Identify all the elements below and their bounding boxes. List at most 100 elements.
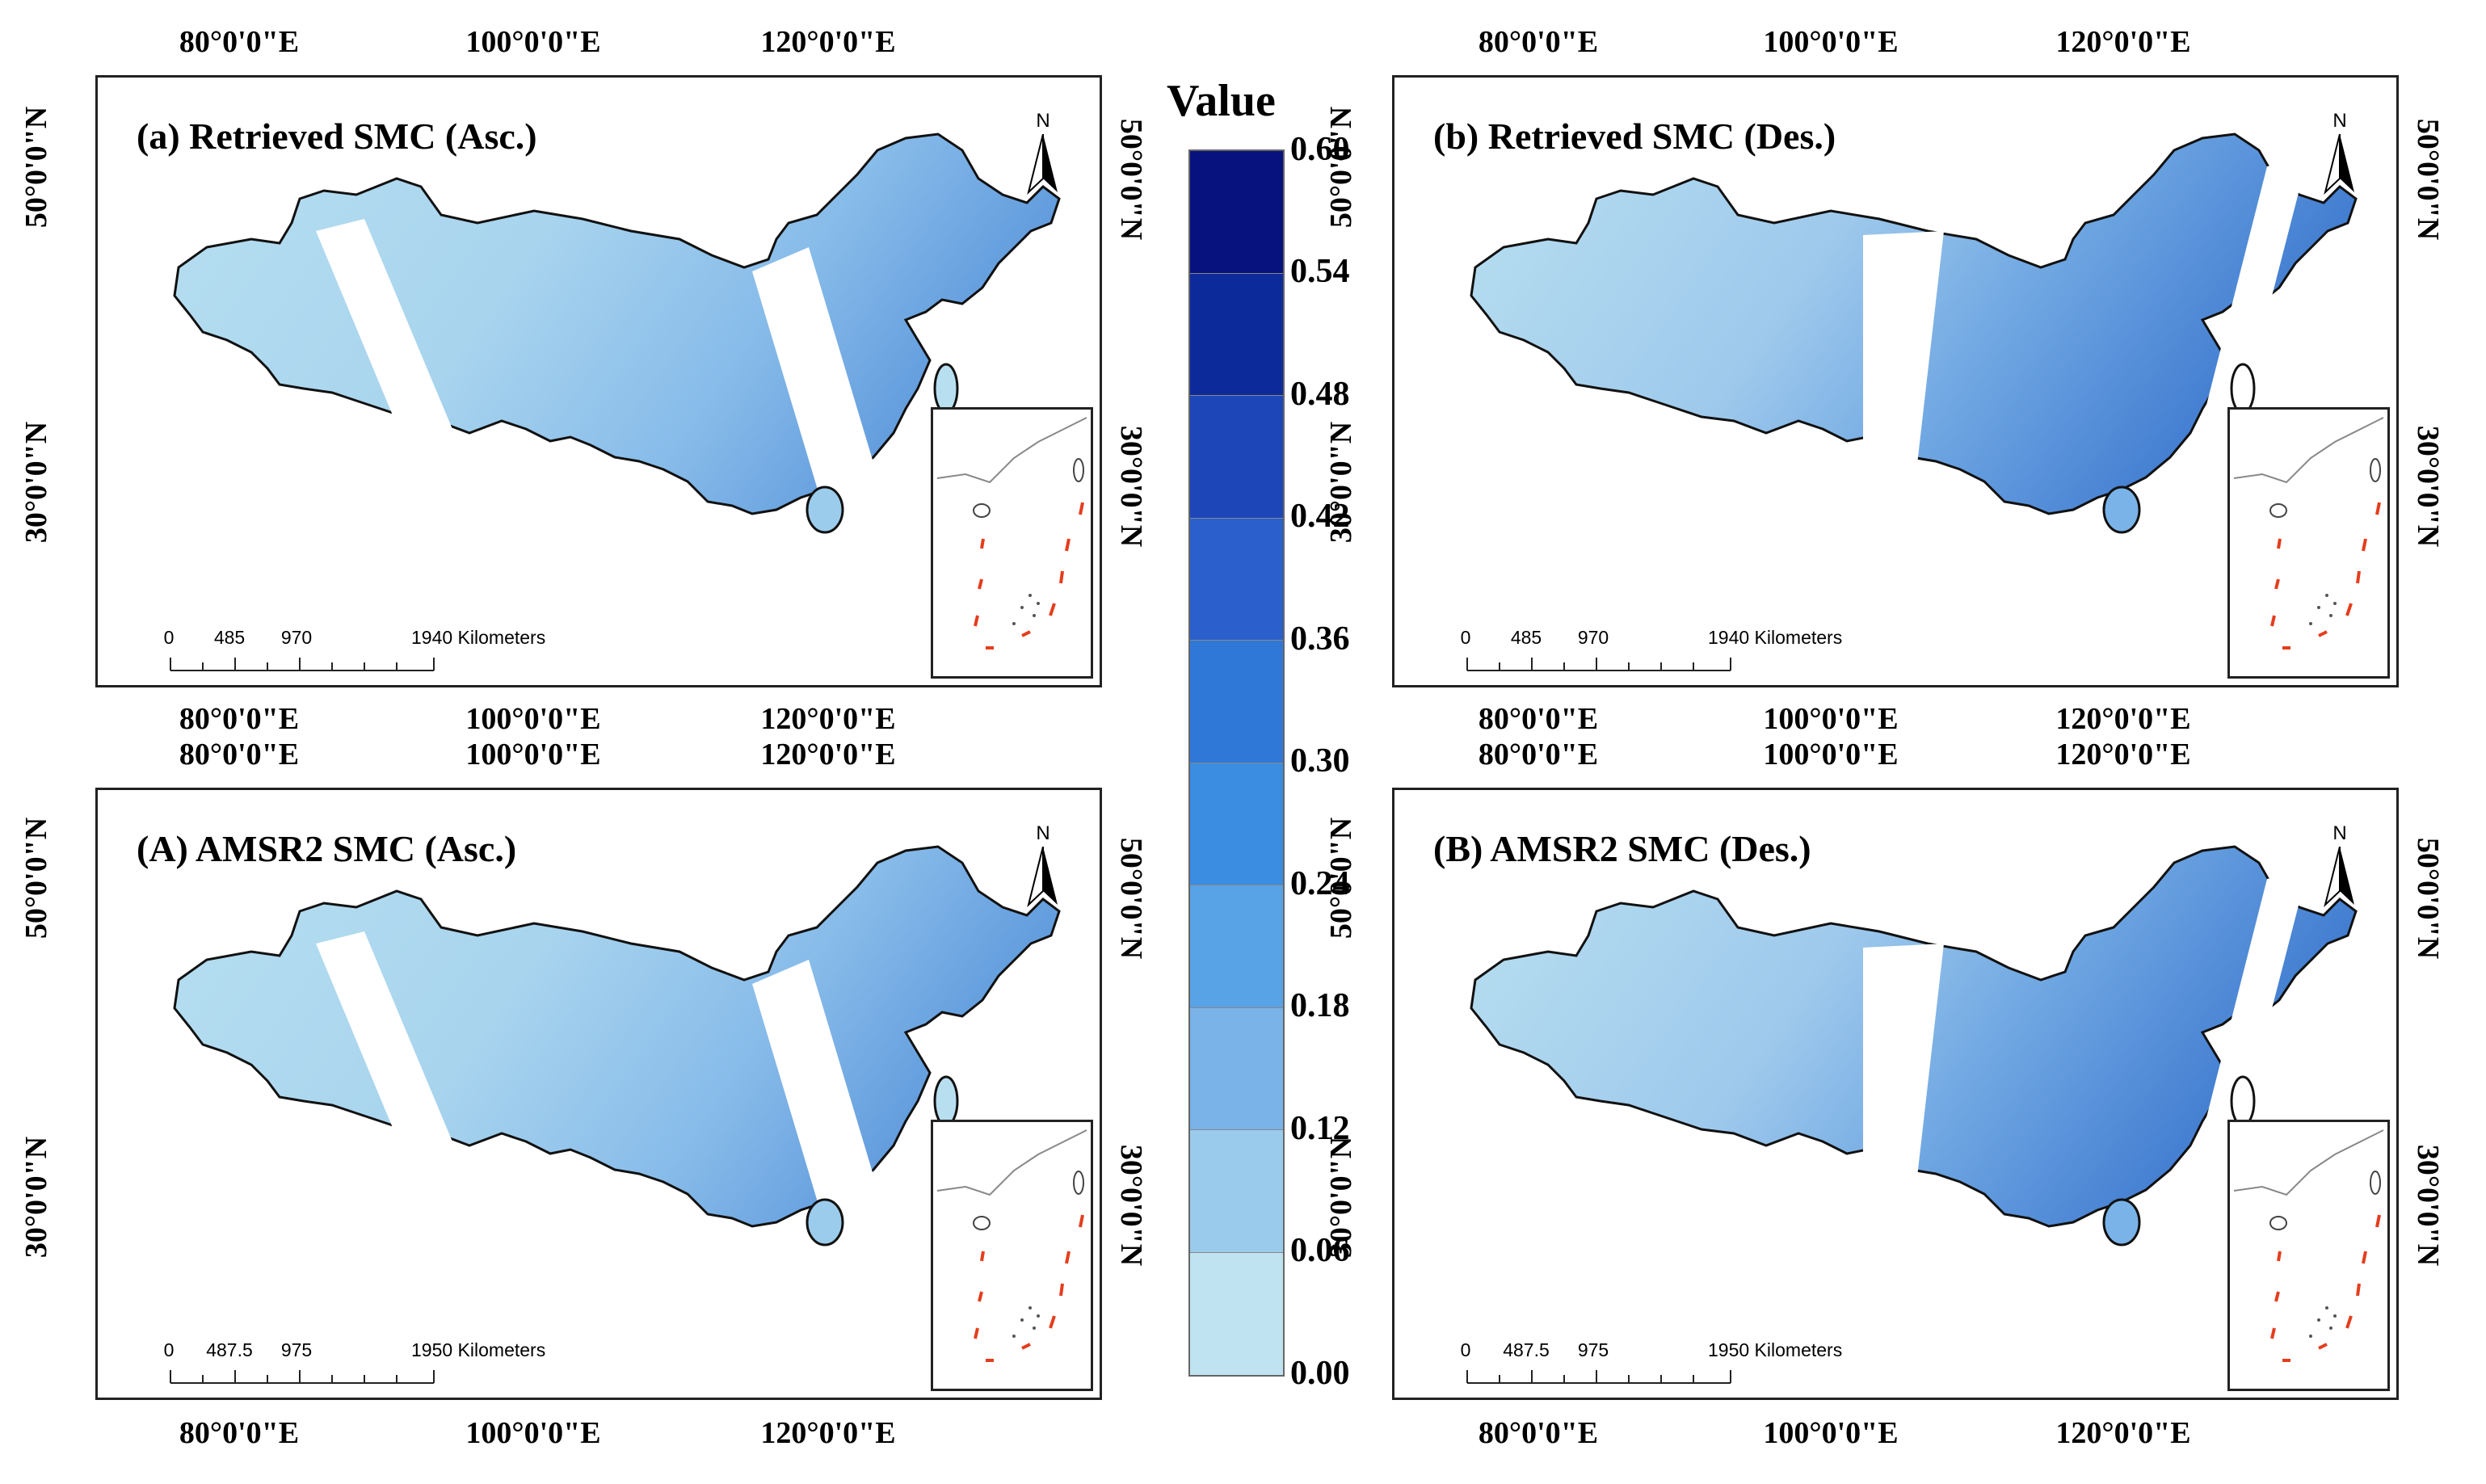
lon-label: 120°0'0"E: [760, 1416, 896, 1450]
north-arrow: N: [1019, 110, 1067, 199]
scale-ticks: [170, 658, 435, 671]
colorbar-segment: [1190, 518, 1283, 641]
lon-label: 80°0'0"E: [179, 1416, 300, 1450]
scale-label: 487.5: [1503, 1339, 1550, 1360]
south-china-sea-inset: [931, 407, 1093, 679]
map-panel-B: (B) AMSR2 SMC (Des.) N 0 487.5 975 1950 …: [1392, 788, 2399, 1400]
scale-label: 970: [280, 627, 313, 648]
lat-label: 30°0'0"N: [1114, 425, 1149, 548]
map-panel-a: (a) Retrieved SMC (Asc.) N 0 485 970 194…: [95, 75, 1102, 687]
colorbar-label: 0.24: [1290, 865, 1350, 902]
lon-label: 120°0'0"E: [760, 702, 896, 736]
north-arrow-label: N: [1036, 110, 1050, 132]
north-arrow: N: [2316, 822, 2364, 911]
lat-label: 30°0'0"N: [1114, 1144, 1149, 1267]
south-china-sea-inset: [2227, 407, 2390, 679]
lon-label: 100°0'0"E: [465, 738, 601, 771]
lon-label: 120°0'0"E: [760, 25, 896, 59]
scale-label: 1950 Kilometers: [411, 1339, 546, 1360]
lon-label: 120°0'0"E: [2055, 702, 2191, 736]
hainan-island: [806, 1198, 844, 1246]
colorbar-segment: [1190, 763, 1283, 885]
colorbar-label: 0.12: [1290, 1110, 1350, 1147]
china-map: [173, 845, 1061, 1246]
china-map: [1470, 132, 2358, 534]
scale-bar: 0 487.5 975 1950 Kilometers: [1461, 1339, 1842, 1388]
lat-label: 30°0'0"N: [2411, 1144, 2446, 1267]
panel-title: (b) Retrieved SMC (Des.): [1433, 116, 1836, 157]
taiwan-island: [2230, 1075, 2256, 1127]
scale-label: 485: [213, 627, 246, 648]
north-arrow: N: [1019, 822, 1067, 911]
data-gap-swath: [1863, 944, 1944, 1230]
data-gap-swath: [752, 960, 881, 1226]
legend-title: Value: [1167, 76, 1276, 126]
colorbar-label: 0.54: [1290, 253, 1350, 290]
scale-label: 0: [1460, 1339, 1471, 1360]
scale-label: 485: [1510, 627, 1542, 648]
data-gap-swath: [1863, 231, 1944, 518]
scale-label: 0: [163, 1339, 175, 1360]
lon-label: 80°0'0"E: [1478, 702, 1599, 736]
lat-label: 50°0'0"N: [1114, 118, 1149, 241]
lat-label: 50°0'0"N: [1114, 837, 1149, 960]
data-gap-swath: [316, 219, 490, 522]
colorbar-segment: [1190, 396, 1283, 519]
panel-title: (B) AMSR2 SMC (Des.): [1433, 828, 1811, 869]
inset-map: [936, 417, 1087, 650]
lat-label: 50°0'0"N: [2411, 118, 2446, 241]
colorbar-label: 0.06: [1290, 1232, 1350, 1269]
lon-label: 100°0'0"E: [465, 25, 601, 59]
colorbar-segment: [1190, 1252, 1283, 1375]
lon-label: 80°0'0"E: [179, 25, 300, 59]
north-arrow-label: N: [2332, 110, 2347, 132]
scale-label: 1950 Kilometers: [1708, 1339, 1843, 1360]
inset-map: [2233, 1129, 2384, 1362]
colorbar-label: 0.60: [1290, 131, 1350, 168]
north-arrow-icon: [2324, 847, 2354, 907]
scale-bar: 0 487.5 975 1950 Kilometers: [164, 1339, 545, 1388]
china-map: [1470, 845, 2358, 1246]
scale-bar: 0 485 970 1940 Kilometers: [1461, 627, 1842, 675]
lon-label: 100°0'0"E: [465, 702, 601, 736]
lon-label: 80°0'0"E: [1478, 25, 1599, 59]
lon-label: 100°0'0"E: [465, 1416, 601, 1450]
lon-label: 80°0'0"E: [1478, 1416, 1599, 1450]
data-gap-swath: [752, 247, 881, 514]
scale-bar: 0 485 970 1940 Kilometers: [164, 627, 545, 675]
colorbar-segment: [1190, 1007, 1283, 1130]
hainan-island: [2102, 486, 2141, 534]
colorbar-segment: [1190, 641, 1283, 763]
lon-label: 100°0'0"E: [1763, 1416, 1899, 1450]
lon-label: 100°0'0"E: [1763, 702, 1899, 736]
scale-label: 487.5: [206, 1339, 253, 1360]
map-panel-A: (A) AMSR2 SMC (Asc.) N 0 487.5 975 1950 …: [95, 788, 1102, 1400]
lon-label: 80°0'0"E: [179, 738, 300, 771]
lat-label: 30°0'0"N: [2411, 425, 2446, 548]
lat-label: 50°0'0"N: [2411, 837, 2446, 960]
colorbar-label: 0.36: [1290, 620, 1350, 658]
inset-map: [936, 1129, 1087, 1362]
scale-label: 1940 Kilometers: [411, 627, 546, 648]
lat-label: 50°0'0"N: [1324, 106, 1359, 229]
lat-label: 30°0'0"N: [19, 1136, 54, 1259]
colorbar-label: 0.48: [1290, 376, 1350, 413]
lat-label: 30°0'0"N: [1324, 1136, 1359, 1259]
lat-label: 30°0'0"N: [1324, 421, 1359, 544]
scale-label: 0: [1460, 627, 1471, 648]
scale-label: 1940 Kilometers: [1708, 627, 1843, 648]
taiwan-island: [933, 1075, 959, 1127]
colorbar-label: 0.30: [1290, 742, 1350, 780]
north-arrow: N: [2316, 110, 2364, 199]
colorbar: [1188, 149, 1285, 1377]
north-arrow-icon: [1027, 134, 1058, 195]
colorbar-segment: [1190, 151, 1283, 274]
lon-label: 100°0'0"E: [1763, 738, 1899, 771]
colorbar-segment: [1190, 885, 1283, 1008]
lon-label: 80°0'0"E: [179, 702, 300, 736]
data-gap-swath: [316, 931, 490, 1234]
lat-label: 50°0'0"N: [19, 106, 54, 229]
north-arrow-label: N: [1036, 822, 1050, 844]
lon-label: 120°0'0"E: [2055, 1416, 2191, 1450]
lon-label: 120°0'0"E: [2055, 25, 2191, 59]
